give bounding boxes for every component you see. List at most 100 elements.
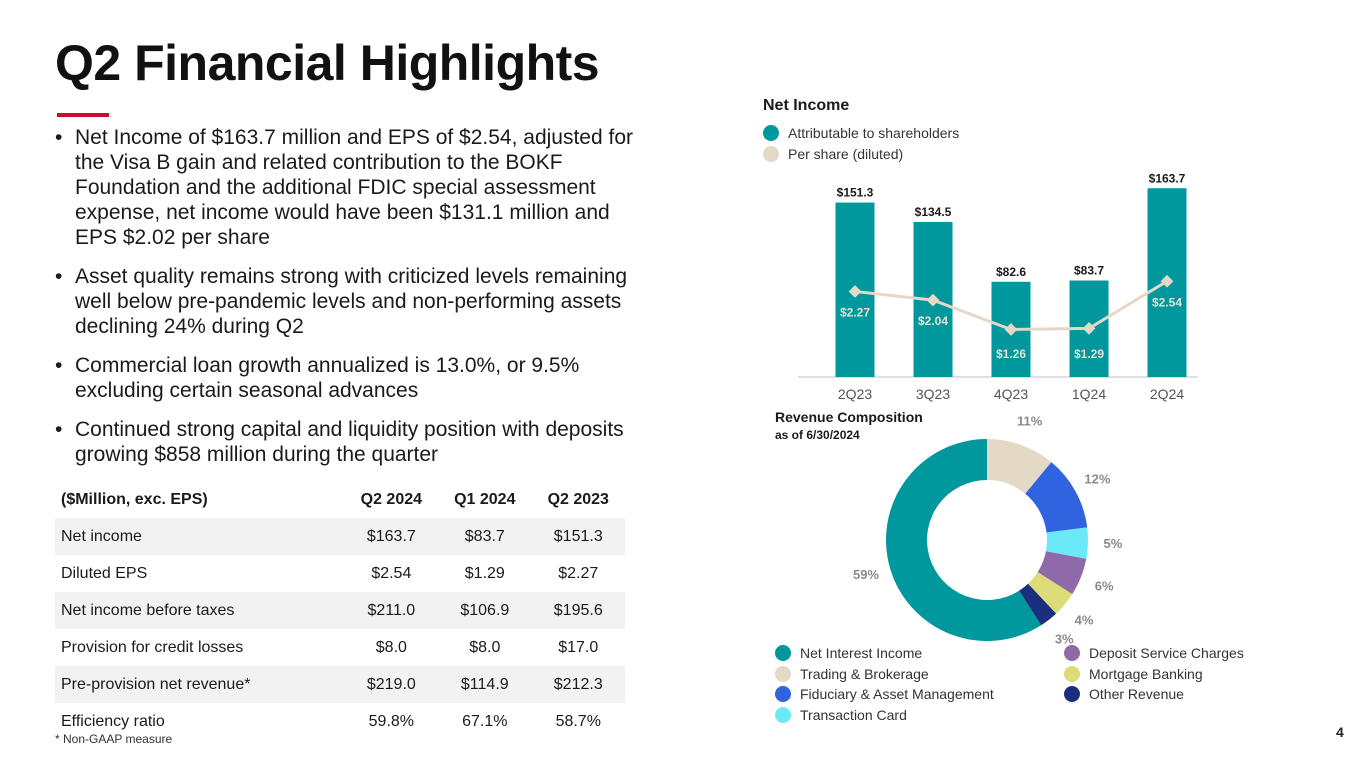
table-cell: $212.3 xyxy=(531,666,625,703)
row-label: Net income xyxy=(55,518,345,555)
table-row: Pre-provision net revenue* $219.0 $114.9… xyxy=(55,666,625,703)
legend-swatch xyxy=(1064,686,1080,702)
table-cell: $219.0 xyxy=(344,666,439,703)
donut-slice-trading-brokerage xyxy=(987,439,1052,494)
donut-percent-label: 4% xyxy=(1075,612,1094,627)
highlight-text: Commercial loan growth annualized is 13.… xyxy=(75,354,580,402)
bullet-marker: • xyxy=(55,418,63,441)
bar-value-label: $134.5 xyxy=(915,205,952,219)
column-header: ($Million, exc. EPS) xyxy=(61,490,208,508)
x-tick-label: 4Q23 xyxy=(994,386,1028,402)
table-row: Efficiency ratio 59.8% 67.1% 58.7% xyxy=(55,703,625,740)
x-tick-label: 3Q23 xyxy=(916,386,950,402)
bar-value-label: $151.3 xyxy=(837,186,874,200)
highlight-text: Asset quality remains strong with critic… xyxy=(75,265,628,338)
table-header-row: ($Million, exc. EPS) Q2 2024 Q1 2024 Q2 … xyxy=(55,481,625,518)
donut-slice-mortgage-banking xyxy=(1028,572,1073,614)
table-cell: $1.29 xyxy=(464,564,505,582)
eps-value-label: $2.04 xyxy=(918,314,948,328)
legend-item-other-revenue: Other Revenue xyxy=(1064,686,1184,702)
donut-slice-net-interest-income xyxy=(885,439,1042,642)
highlight-item: • Asset quality remains strong with criti… xyxy=(55,264,635,339)
legend-swatch xyxy=(1064,645,1080,661)
legend-swatch xyxy=(763,125,779,141)
legend-swatch xyxy=(775,645,791,661)
table-cell: $17.0 xyxy=(558,638,599,656)
table-cell: $114.9 xyxy=(438,666,532,703)
donut-slice-fiduciary-asset-management xyxy=(1025,462,1088,533)
legend-item-shareholders: Attributable to shareholders xyxy=(763,125,959,141)
column-header: Q2 2023 xyxy=(547,490,609,508)
x-tick-label: 2Q24 xyxy=(1150,386,1184,402)
revenue-chart-subtitle: as of 6/30/2024 xyxy=(775,428,860,442)
table-row: Diluted EPS $2.54 $1.29 $2.27 xyxy=(55,555,625,592)
net-income-chart-title: Net Income xyxy=(763,97,850,114)
table-cell: $8.0 xyxy=(375,638,407,656)
legend-label: Fiduciary & Asset Management xyxy=(800,686,994,702)
donut-percent-label: 12% xyxy=(1084,471,1110,486)
table-cell: 67.1% xyxy=(462,712,508,730)
table-cell: 58.7% xyxy=(555,712,601,730)
table-cell: $8.0 xyxy=(469,638,501,656)
eps-value-label: $2.54 xyxy=(1152,295,1182,309)
legend-label: Attributable to shareholders xyxy=(788,125,960,141)
bullet-marker: • xyxy=(55,265,63,288)
legend-label: Per share (diluted) xyxy=(788,146,904,162)
row-label: Provision for credit losses xyxy=(61,638,244,656)
legend-label: Mortgage Banking xyxy=(1089,666,1203,682)
legend-swatch xyxy=(775,707,791,723)
table-cell: 59.8% xyxy=(368,712,415,730)
bar-value-label: $83.7 xyxy=(1074,263,1104,277)
highlights-list: • Net Income of $163.7 million and EPS of… xyxy=(55,125,635,481)
legend-swatch xyxy=(763,146,779,162)
table-row: Net income $163.7 $83.7 $151.3 xyxy=(55,518,625,555)
legend-item-deposit-service: Deposit Service Charges xyxy=(1064,645,1244,661)
row-label: Net income before taxes xyxy=(55,592,345,629)
eps-value-label: $2.27 xyxy=(840,305,870,319)
donut-percent-label: 6% xyxy=(1095,578,1114,593)
row-label: Diluted EPS xyxy=(61,564,148,582)
column-header: Q1 2024 xyxy=(454,490,516,508)
table-row: Net income before taxes $211.0 $106.9 $1… xyxy=(55,592,625,629)
donut-slice-transaction-card xyxy=(1045,527,1089,559)
table-cell: $151.3 xyxy=(531,518,625,555)
bar-value-label: $82.6 xyxy=(996,265,1026,279)
highlight-item: • Net Income of $163.7 million and EPS of… xyxy=(55,125,635,250)
table-cell: $195.6 xyxy=(531,592,625,629)
table-cell: $2.27 xyxy=(558,564,599,582)
page-title: Q2 Financial Highlights xyxy=(55,35,600,91)
eps-value-label: $1.26 xyxy=(996,347,1026,361)
legend-label: Trading & Brokerage xyxy=(800,666,929,682)
legend-label: Deposit Service Charges xyxy=(1089,645,1244,661)
legend-item-fiduciary: Fiduciary & Asset Management xyxy=(775,686,994,702)
legend-item-net-interest-income: Net Interest Income xyxy=(775,645,922,661)
table-cell: $211.0 xyxy=(344,592,439,629)
donut-slice-other-revenue xyxy=(1019,583,1057,626)
page-number: 4 xyxy=(1336,724,1344,740)
column-header: Q2 2024 xyxy=(360,490,423,508)
donut-percent-label: 59% xyxy=(853,567,879,582)
legend-item-per-share: Per share (diluted) xyxy=(763,146,903,162)
table-cell: $163.7 xyxy=(344,518,439,555)
legend-swatch xyxy=(775,686,791,702)
revenue-chart-title: Revenue Composition xyxy=(775,409,923,425)
bullet-marker: • xyxy=(55,354,63,377)
row-label: Pre-provision net revenue* xyxy=(55,666,345,703)
financial-summary-table: ($Million, exc. EPS) Q2 2024 Q1 2024 Q2 … xyxy=(55,481,625,740)
legend-item-trading-brokerage: Trading & Brokerage xyxy=(775,666,929,682)
bullet-marker: • xyxy=(55,126,63,149)
highlight-item: • Continued strong capital and liquidity … xyxy=(55,417,635,467)
eps-value-label: $1.29 xyxy=(1074,347,1104,361)
legend-swatch xyxy=(1064,666,1080,682)
legend-item-mortgage-banking: Mortgage Banking xyxy=(1064,666,1203,682)
table-cell: $2.54 xyxy=(371,564,412,582)
table-cell: $106.9 xyxy=(438,592,532,629)
legend-label: Transaction Card xyxy=(800,707,907,723)
footnote: * Non-GAAP measure xyxy=(55,732,173,746)
legend-label: Other Revenue xyxy=(1089,686,1184,702)
legend-label: Net Interest Income xyxy=(800,645,923,661)
x-tick-label: 2Q23 xyxy=(838,386,872,402)
bar-value-label: $163.7 xyxy=(1149,171,1186,185)
legend-item-transaction-card: Transaction Card xyxy=(775,707,907,723)
